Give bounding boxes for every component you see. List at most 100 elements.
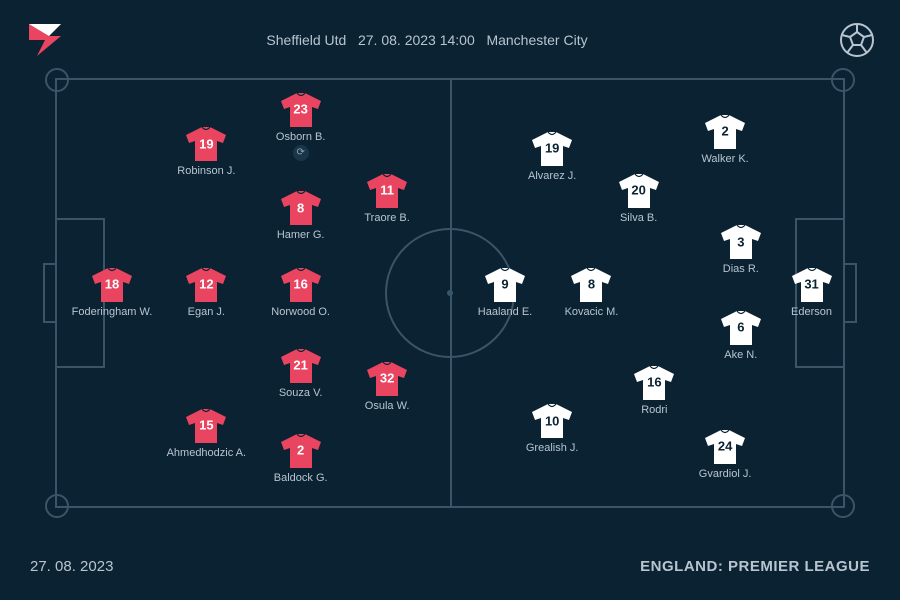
corner-arc [831,494,855,518]
jersey-icon: 18 [90,268,134,304]
substitution-icon: ⟳ [293,145,309,161]
jersey-icon: 6 [719,311,763,347]
jersey-icon: 8 [569,268,613,304]
player-away[interactable]: 9 Haaland E. [455,268,555,318]
jersey-number: 31 [804,277,818,292]
jersey-number: 15 [199,417,213,432]
jersey-number: 32 [380,370,394,385]
player-name: Alvarez J. [502,170,602,182]
jersey-icon: 16 [279,268,323,304]
player-name: Ake N. [691,349,791,361]
player-name: Robinson J. [156,165,256,177]
footer-date: 27. 08. 2023 [30,558,113,575]
player-home[interactable]: 11 Traore B. [337,174,437,224]
jersey-number: 11 [380,183,394,198]
jersey-icon: 2 [279,434,323,470]
player-name: Walker K. [675,153,775,165]
jersey-number: 9 [501,277,508,292]
player-away[interactable]: 8 Kovacic M. [541,268,641,318]
player-name: Hamer G. [251,229,351,241]
player-away[interactable]: 19 Alvarez J. [502,132,602,182]
jersey-number: 24 [718,439,732,454]
jersey-number: 16 [293,277,307,292]
jersey-number: 12 [199,277,213,292]
player-name: Egan J. [156,306,256,318]
player-away[interactable]: 31Ederson [762,268,862,318]
goal-left [43,263,55,323]
player-name: Silva B. [589,212,689,224]
player-home[interactable]: 12 Egan J. [156,268,256,318]
jersey-icon: 16 [632,366,676,402]
player-name: Foderingham W. [62,306,162,318]
jersey-icon: 15 [184,409,228,445]
jersey-number: 2 [297,443,304,458]
player-name: Rodri [604,404,704,416]
jersey-icon: 23 [279,93,323,129]
player-name: Kovacic M. [541,306,641,318]
player-away[interactable]: 2 Walker K. [675,115,775,165]
jersey-icon: 19 [530,132,574,168]
player-home[interactable]: 15 Ahmedhodzic A. [156,409,256,459]
jersey-icon: 24 [703,430,747,466]
match-title: Sheffield Utd 27. 08. 2023 14:00 Manches… [65,32,839,48]
jersey-number: 3 [737,234,744,249]
match-header: Sheffield Utd 27. 08. 2023 14:00 Manches… [0,20,900,60]
jersey-number: 19 [545,140,559,155]
jersey-icon: 10 [530,404,574,440]
jersey-number: 16 [647,375,661,390]
jersey-icon: 8 [279,191,323,227]
jersey-number: 2 [721,123,728,138]
player-home[interactable]: 23 Osborn B. ⟳ [251,93,351,161]
jersey-number: 10 [545,413,559,428]
player-away[interactable]: 24 Gvardiol J. [675,430,775,480]
player-home[interactable]: 18 Foderingham W. [62,268,162,318]
player-name: Haaland E. [455,306,555,318]
player-name: Souza V. [251,387,351,399]
player-home[interactable]: 2 Baldock G. [251,434,351,484]
pitch: 18 Foderingham W. 19 Robinson J. 12 Egan J. 15… [55,78,845,508]
center-spot [447,290,453,296]
player-away[interactable]: 20 Silva B. [589,174,689,224]
jersey-number: 23 [293,102,307,117]
player-away[interactable]: 6 Ake N. [691,311,791,361]
corner-arc [45,68,69,92]
jersey-icon: 9 [483,268,527,304]
player-away[interactable]: 10 Grealish J. [502,404,602,454]
jersey-number: 8 [297,200,304,215]
jersey-number: 8 [588,277,595,292]
jersey-icon: 32 [365,362,409,398]
jersey-icon: 20 [617,174,661,210]
player-name: Ahmedhodzic A. [156,447,256,459]
jersey-icon: 21 [279,349,323,385]
jersey-number: 19 [199,136,213,151]
player-name: Traore B. [337,212,437,224]
player-name: Osula W. [337,400,437,412]
player-name: Norwood O. [251,306,351,318]
player-home[interactable]: 21 Souza V. [251,349,351,399]
jersey-icon: 19 [184,127,228,163]
player-home[interactable]: 16 Norwood O. [251,268,351,318]
jersey-icon: 3 [719,225,763,261]
jersey-icon: 12 [184,268,228,304]
player-name: Baldock G. [251,472,351,484]
jersey-icon: 11 [365,174,409,210]
player-name: Osborn B. [251,131,351,143]
away-team: Manchester City [486,32,587,48]
jersey-number: 21 [293,358,307,373]
player-home[interactable]: 19 Robinson J. [156,127,256,177]
player-home[interactable]: 32 Osula W. [337,362,437,412]
jersey-icon: 31 [790,268,834,304]
player-name: Grealish J. [502,442,602,454]
match-datetime: 27. 08. 2023 14:00 [358,32,475,48]
corner-arc [45,494,69,518]
jersey-number: 6 [737,319,744,334]
footer-league: ENGLAND: PREMIER LEAGUE [640,558,870,575]
jersey-number: 18 [105,277,119,292]
home-team: Sheffield Utd [266,32,346,48]
player-home[interactable]: 8 Hamer G. [251,191,351,241]
flashscore-logo [25,20,65,60]
jersey-number: 20 [631,183,645,198]
player-away[interactable]: 16 Rodri [604,366,704,416]
player-name: Gvardiol J. [675,468,775,480]
jersey-icon: 2 [703,115,747,151]
